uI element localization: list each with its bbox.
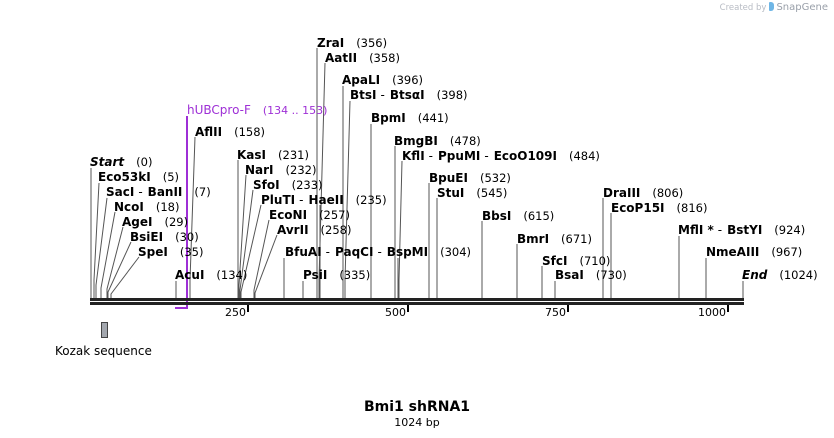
sequence-backbone-bottom [90,302,744,305]
ruler-label-750: 750 [545,306,566,319]
site-kasi[interactable]: KasI (231) [237,148,309,162]
primer-arrow [175,116,188,309]
site-econi[interactable]: EcoNI (257) [269,208,350,222]
site-end[interactable]: End (1024) [742,268,818,282]
site-agei[interactable]: AgeI (29) [122,215,189,229]
site-btsi-btsai[interactable]: BtsI - BtsαI (398) [350,88,468,102]
site-aatii[interactable]: AatII (358) [325,51,400,65]
site-bpmi[interactable]: BpmI (441) [371,111,449,125]
kozak-feature-label[interactable]: Kozak sequence [55,344,152,358]
site-aflii[interactable]: AflII (158) [195,125,266,139]
site-bmgbi[interactable]: BmgBI (478) [394,134,481,148]
kozak-feature-box[interactable] [101,322,108,338]
site-spei[interactable]: SpeI (35) [138,245,204,259]
ruler-label-250: 250 [225,306,246,319]
site-bfuai-paqci-bspmi[interactable]: BfuAI - PaqCI - BspMI (304) [285,245,472,259]
site-start[interactable]: Start (0) [90,155,153,169]
map-length: 1024 bp [394,416,440,429]
site-bmri[interactable]: BmrI (671) [517,232,592,246]
ruler-label-1000: 1000 [698,306,726,319]
site-eco53ki[interactable]: Eco53kI (5) [98,170,179,184]
primer-label[interactable]: hUBCpro-F (134 .. 153) [187,103,328,117]
site-bpuei[interactable]: BpuEI (532) [429,171,511,185]
site-apali[interactable]: ApaLI (396) [342,73,424,87]
site-avrii[interactable]: AvrII (258) [277,223,352,237]
ruler-label-500: 500 [385,306,406,319]
site-bbsi[interactable]: BbsI (615) [482,209,555,223]
site-bsai[interactable]: BsaI (730) [555,268,627,282]
site-ecop15i[interactable]: EcoP15I (816) [611,201,708,215]
site-saci-banii[interactable]: SacI - BanII (7) [106,185,211,199]
site-pluti-haeii[interactable]: PluTI - HaeII (235) [261,193,387,207]
site-stui[interactable]: StuI (545) [437,186,508,200]
site-nmeaiii[interactable]: NmeAIII (967) [706,245,803,259]
site-kfli-ppumi-ecoo109i[interactable]: KflI - PpuMI - EcoO109I (484) [402,149,600,163]
site-psii[interactable]: PsiI (335) [303,268,371,282]
site-draiii[interactable]: DraIII (806) [603,186,684,200]
site-sfoi[interactable]: SfoI (233) [253,178,323,192]
site-acui[interactable]: AcuI (134) [175,268,248,282]
site-sfci[interactable]: SfcI (710) [542,254,611,268]
site-nari[interactable]: NarI (232) [245,163,317,177]
site-zrai[interactable]: ZraI (356) [317,36,388,50]
site-connector-lines [90,48,744,299]
ruler-ticks [247,305,729,312]
map-title: Bmi1 shRNA1 [363,399,471,415]
sequence-backbone-top [90,298,744,301]
snapgene-logo-icon [769,2,775,11]
site-ncoi[interactable]: NcoI (18) [114,200,180,214]
snapgene-credit: Created by SnapGene [719,2,828,13]
site-mfli-bstyi[interactable]: MflI * - BstYI (924) [678,223,806,237]
site-bsiei[interactable]: BsiEI (30) [130,230,199,244]
